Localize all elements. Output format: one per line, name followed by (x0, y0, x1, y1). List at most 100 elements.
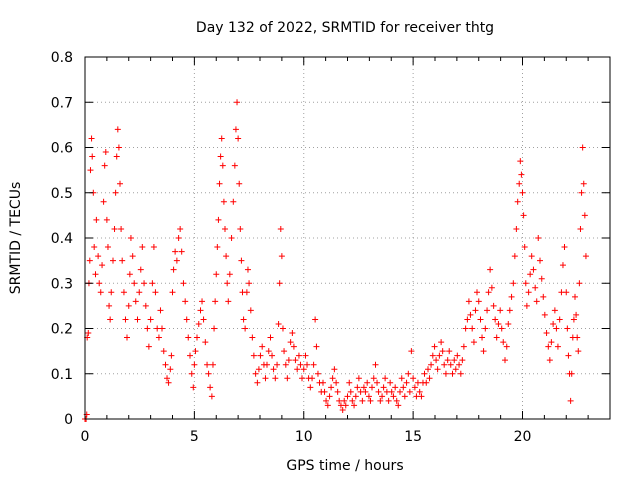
data-point (272, 375, 279, 382)
data-point (470, 339, 477, 346)
data-point (86, 257, 93, 264)
data-point (119, 257, 126, 264)
data-point (413, 393, 420, 400)
data-point (235, 135, 242, 142)
data-point (247, 307, 254, 314)
data-point (573, 311, 580, 318)
data-point (209, 361, 216, 368)
data-point (449, 370, 456, 377)
data-point (218, 135, 225, 142)
data-point (107, 316, 114, 323)
data-point (150, 244, 157, 251)
data-point (164, 375, 171, 382)
data-point (537, 257, 543, 264)
data-point (514, 198, 521, 205)
x-tick-label: 0 (81, 429, 90, 445)
data-point (518, 171, 525, 178)
data-point (370, 375, 377, 382)
data-point (262, 375, 269, 382)
data-point (213, 271, 220, 278)
data-point (220, 198, 227, 205)
data-point (527, 271, 534, 278)
data-point (238, 257, 245, 264)
data-point (556, 316, 563, 323)
data-point (236, 180, 243, 187)
data-point (492, 316, 499, 323)
data-point (397, 388, 403, 395)
data-point (574, 334, 581, 341)
data-point (168, 352, 175, 359)
data-point (159, 325, 165, 332)
data-point (434, 366, 441, 373)
data-point (575, 348, 582, 355)
data-point (117, 180, 123, 187)
data-point (276, 280, 283, 287)
data-point (523, 302, 530, 309)
data-point (165, 379, 172, 386)
data-point (344, 393, 351, 400)
data-point (285, 357, 292, 364)
data-point (426, 375, 433, 382)
data-point (411, 384, 418, 391)
data-point (249, 334, 256, 341)
data-point (302, 352, 309, 359)
x-axis-title: GPS time / hours (286, 458, 403, 474)
data-point (339, 406, 346, 413)
data-point (300, 366, 307, 373)
data-point (559, 262, 566, 269)
data-point (347, 388, 354, 395)
data-point (410, 375, 417, 382)
data-point (160, 348, 167, 355)
data-point (100, 198, 107, 205)
data-point (279, 325, 286, 332)
data-point (188, 370, 195, 377)
data-point (297, 361, 304, 368)
data-point (97, 289, 104, 296)
data-point (191, 361, 198, 368)
data-point (223, 253, 230, 260)
data-point (304, 361, 311, 368)
data-point (333, 379, 340, 386)
data-point (416, 388, 423, 395)
data-point (194, 334, 200, 341)
data-point (185, 334, 192, 341)
data-point (464, 316, 471, 323)
data-point (567, 397, 574, 404)
data-point (99, 262, 106, 269)
data-point (538, 275, 545, 282)
data-point (364, 379, 371, 386)
data-point (289, 330, 296, 337)
data-point (392, 384, 399, 391)
data-point (431, 343, 438, 350)
data-point (219, 162, 226, 169)
data-point (502, 357, 508, 364)
data-point (214, 244, 221, 251)
data-point (452, 366, 459, 373)
data-point (182, 298, 189, 305)
data-point (580, 180, 587, 187)
data-point (217, 153, 224, 160)
data-point (377, 397, 384, 404)
data-point (474, 289, 480, 296)
data-point (232, 126, 239, 133)
data-point (540, 293, 547, 300)
data-point (246, 280, 253, 287)
y-tick-label: 0.6 (51, 141, 73, 157)
data-point (374, 379, 381, 386)
points-layer (82, 99, 589, 422)
data-point (355, 375, 362, 382)
data-point (548, 339, 555, 346)
data-point (313, 343, 320, 350)
data-point (405, 370, 412, 377)
data-point (328, 384, 335, 391)
data-point (446, 348, 453, 355)
data-point (120, 289, 127, 296)
data-point (212, 298, 219, 305)
data-point (535, 235, 542, 241)
data-point (564, 325, 571, 332)
data-point (197, 307, 204, 314)
data-point (436, 352, 443, 359)
data-point (495, 320, 502, 327)
data-point (477, 316, 484, 323)
data-point (460, 343, 467, 350)
